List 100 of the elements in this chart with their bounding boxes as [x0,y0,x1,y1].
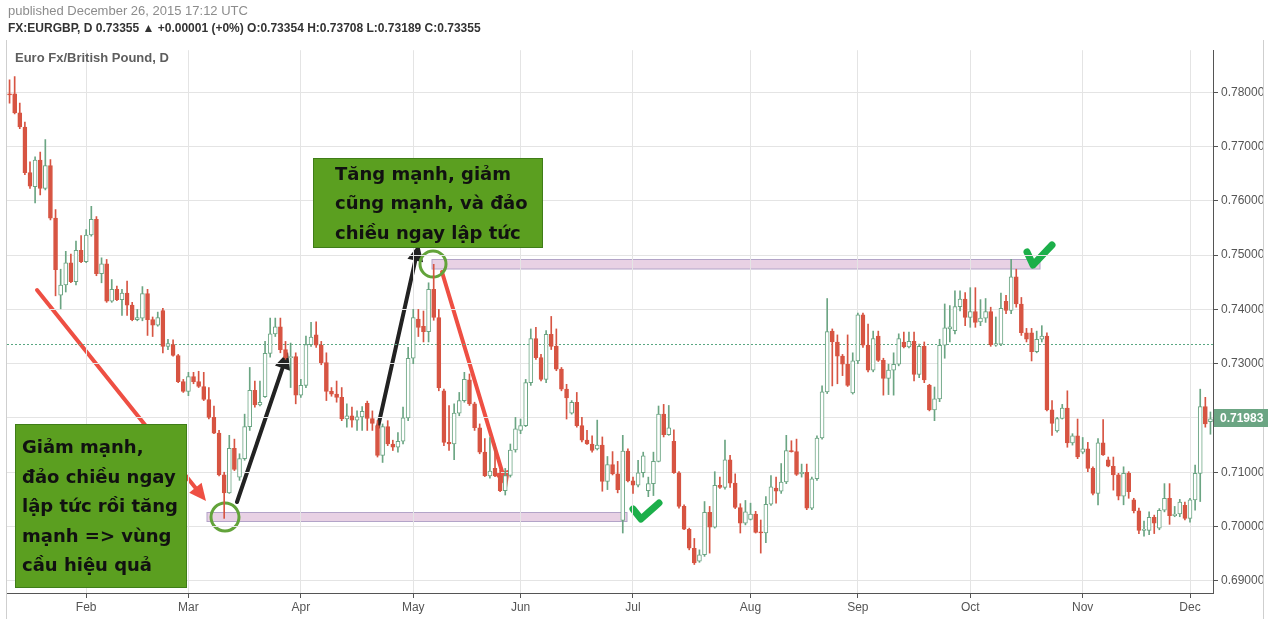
candlestick [753,510,758,534]
candlestick [134,309,140,322]
candlestick [43,139,48,191]
y-tick-label: 0.75000 [1221,247,1265,262]
candlestick [881,357,886,396]
candlestick [1141,520,1147,537]
candlestick [559,367,564,392]
y-tick-label: 0.71000 [1221,464,1265,479]
candlestick [569,400,574,415]
candlestick [145,288,150,336]
candlestick [661,404,666,438]
candlestick [1019,297,1024,336]
candlestick [242,413,247,461]
candlestick [967,287,973,328]
candlestick [656,405,661,463]
x-tick-label: Nov [1072,599,1094,614]
candlestick [426,282,431,343]
candlestick [691,538,697,565]
candlestick [94,216,99,277]
candlestick [835,334,840,385]
candlestick [1029,328,1034,362]
candlestick [140,286,145,322]
candlestick [58,268,63,310]
y-tick-label: 0.77000 [1221,138,1265,153]
candlestick [794,438,799,476]
annotation: Tăng mạnh, giảm cũng mạnh, và đảo chiều ngay lập tức [335,161,529,245]
candlestick [605,456,610,490]
candlestick [1203,396,1208,428]
annotation: Giảm mạnh, đảo chiều ngay lập tức rồi tăng mạnh => vùng cầu hiệu quả [22,435,179,578]
x-tick-label: Mar [178,599,199,614]
candlestick [1070,433,1075,446]
candlestick [886,363,891,395]
candlestick [615,461,620,494]
candlestick [707,506,712,554]
y-tick-label: 0.70000 [1221,518,1265,533]
candlestick [508,443,513,478]
candlestick [702,501,707,557]
candlestick [947,305,953,343]
y-tick-label: 0.78000 [1221,84,1265,99]
candlestick [1111,456,1116,491]
candlestick [380,423,385,463]
candlestick [513,417,518,453]
chart-title: Euro Fx/British Pound, D [15,50,169,65]
candlestick [7,79,12,104]
x-tick-label: Jun [510,599,531,614]
text: published December 26, 2015 17:12 UTC [8,3,248,18]
candlestick [462,372,467,403]
candlestick [1116,472,1121,501]
candlestick [564,383,569,420]
candlestick [973,287,978,328]
candlestick [697,549,702,563]
candlestick [48,159,53,221]
x-tick-label: May [401,599,425,614]
candlestick [1167,483,1172,525]
y-tick-label: 0.76000 [1221,193,1265,208]
candlestick [278,317,283,354]
candlestick [1024,328,1029,343]
candlestick [932,386,937,421]
text: 0.71983 [1214,409,1268,427]
candlestick [88,205,94,237]
candlestick [237,453,242,481]
candlestick [743,500,748,526]
candlestick [840,354,845,376]
candlestick [1157,508,1162,531]
x-tick-label: Apr [291,599,311,614]
candlestick [150,316,155,337]
candlestick [523,379,529,427]
candlestick [1075,418,1080,459]
candlestick [983,298,988,323]
candlestick [927,383,932,412]
candlestick [477,423,483,455]
candlestick [651,451,656,496]
candlestick [758,519,764,554]
candlestick [737,503,743,534]
candlestick [283,341,288,360]
candlestick [232,438,237,471]
y-tick-label: 0.73000 [1221,355,1265,370]
candlestick [191,372,196,385]
candlestick [829,328,835,387]
candlestick [518,418,523,435]
candlestick [324,352,329,401]
candlestick [472,401,477,431]
candlestick [375,420,380,458]
candlestick [891,352,896,396]
chart-subtitle: FX:EURGBP, D 0.73355 ▲ +0.00001 (+0%) O:0.73354 H:0.73708 L:0.73189 C:0.73355 [8,21,481,35]
candlestick [421,310,426,343]
candlestick [937,338,942,402]
candlestick [993,316,999,347]
candlestick [196,370,201,388]
candlestick [1162,483,1167,513]
candlestick [99,257,104,284]
candlestick [1065,390,1070,448]
candlestick [748,502,753,521]
x-tick-label: Sep [847,599,869,614]
candlestick [845,334,850,387]
candlestick [186,372,191,397]
candlestick [334,380,339,403]
candlestick [104,259,109,303]
candlestick [467,373,472,406]
y-tick-label: 0.69000 [1221,573,1265,588]
